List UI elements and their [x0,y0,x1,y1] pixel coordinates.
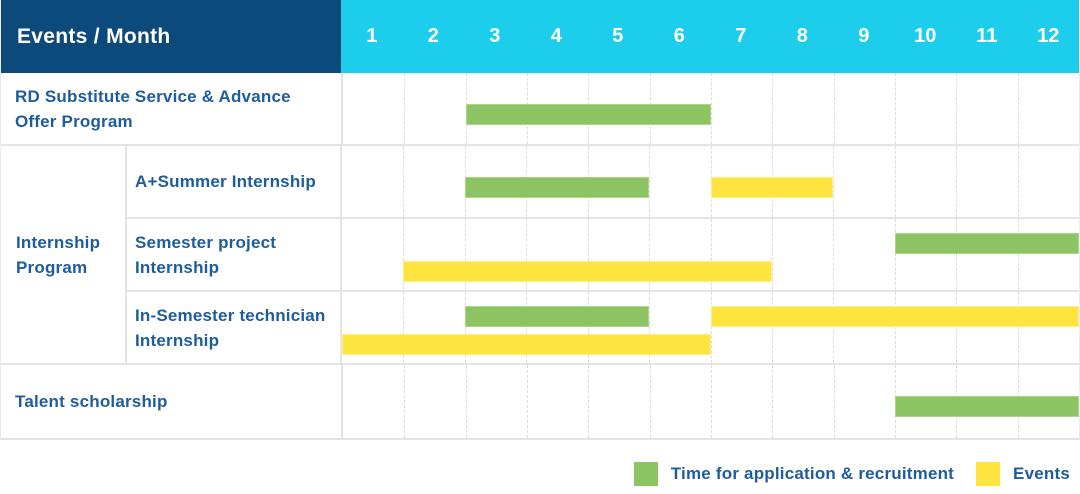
month-gridline [587,292,589,363]
chart-cell-talent-scholarship [341,365,1079,438]
legend: Time for application & recruitment Events [633,462,1070,486]
month-gridline [526,292,528,363]
month-gridline [956,292,958,363]
month-header-strip: 1 2 3 4 5 6 7 8 9 10 11 12 [341,0,1079,73]
month-gridline [711,365,712,438]
gantt-table: Events / Month 1 2 3 4 5 6 7 8 9 10 11 12 RD Substi… [0,0,1080,440]
row-in-semester-technician-internship: In-Semester technician Internship [127,292,1079,363]
month-tick-7: 7 [735,25,747,47]
row-semester-project-internship: Semester project Internship [127,219,1079,292]
month-gridline [587,219,589,290]
month-gridline [956,219,958,290]
month-gridline [710,292,712,363]
row-label-rd-substitute: RD Substitute Service & Advance Offer Pr… [15,86,291,131]
month-gridline [649,292,651,363]
month-gridline [588,365,590,438]
legend-label-recruitment: Time for application & recruitment [670,464,955,483]
month-gridline [1017,73,1019,144]
month-gridline [833,365,835,438]
month-tick-4: 4 [550,25,562,47]
month-gridline [771,292,773,363]
group-label-internship-program: Internship Program [16,232,101,277]
recruitment-bar [464,306,650,327]
month-gridline [464,219,466,290]
month-gridline [649,219,651,290]
recruitment-bar [894,233,1079,254]
row-label-talent-scholarship: Talent scholarship [15,392,168,411]
month-gridline [771,219,773,290]
month-gridline [833,146,835,217]
month-gridline [1017,146,1019,217]
month-gridline [710,219,712,290]
month-tick-6: 6 [673,25,685,47]
row-group-internship-program: Internship Program A+Summer Internship S… [1,146,1079,365]
month-gridline [895,73,896,144]
month-tick-1: 1 [366,25,378,47]
month-tick-10: 10 [914,25,937,47]
month-gridline [772,73,774,144]
month-gridline [833,219,835,290]
row-label-in-semester-technician-internship: In-Semester technician Internship [135,305,326,350]
month-gridline [833,73,835,144]
month-gridline [527,365,528,438]
chart-cell-in-semester-technician-internship [340,292,1079,363]
month-gridline [1017,292,1019,363]
month-gridline [894,146,896,217]
row-rd-substitute: RD Substitute Service & Advance Offer Pr… [1,73,1079,146]
recruitment-bar [895,396,1079,417]
row-label-semester-project-internship: Semester project Internship [135,232,277,277]
month-gridline [649,146,651,217]
month-gridline [833,292,835,363]
recruitment-bar [464,177,650,198]
month-gridline [956,73,958,144]
row-a-summer-internship: A+Summer Internship [127,146,1079,219]
month-tick-12: 12 [1037,25,1060,47]
month-tick-3: 3 [489,25,501,47]
month-gridline [894,292,896,363]
table-header-row: Events / Month 1 2 3 4 5 6 7 8 9 10 11 12 [1,0,1079,73]
event-bar [710,306,1079,327]
month-gridline [526,219,528,290]
month-tick-5: 5 [612,25,624,47]
legend-label-event: Events [1013,464,1070,483]
month-gridline [711,73,712,144]
month-gridline [465,365,467,438]
chart-cell-rd-substitute [341,73,1079,144]
month-tick-9: 9 [858,25,870,47]
row-label-a-summer-internship: A+Summer Internship [135,172,316,191]
chart-cell-a-summer-internship [340,146,1079,217]
event-bar [710,177,834,198]
event-bar [342,334,711,355]
legend-swatch-recruitment [633,462,658,486]
events-month-header: Events / Month [1,0,341,73]
month-gridline [403,292,405,363]
internship-sub-rows: A+Summer Internship Semester project Int… [125,146,1079,363]
month-gridline [464,292,466,363]
month-tick-11: 11 [976,25,998,47]
month-gridline [403,146,405,217]
chart-cell-semester-project-internship [340,219,1079,290]
legend-item-event: Events [976,462,1070,486]
month-tick-8: 8 [796,25,808,47]
month-gridline [649,365,651,438]
event-bar [403,261,772,282]
month-tick-2: 2 [427,25,439,47]
legend-item-recruitment: Time for application & recruitment [633,462,955,486]
month-gridline [772,365,774,438]
month-gridline [894,219,896,290]
month-gridline [404,73,406,144]
month-gridline [956,146,958,217]
month-gridline [404,365,406,438]
month-gridline [403,219,405,290]
month-gridline [1017,219,1019,290]
recruitment-bar [465,104,711,125]
legend-swatch-event [976,462,1001,486]
row-talent-scholarship: Talent scholarship [1,365,1079,438]
